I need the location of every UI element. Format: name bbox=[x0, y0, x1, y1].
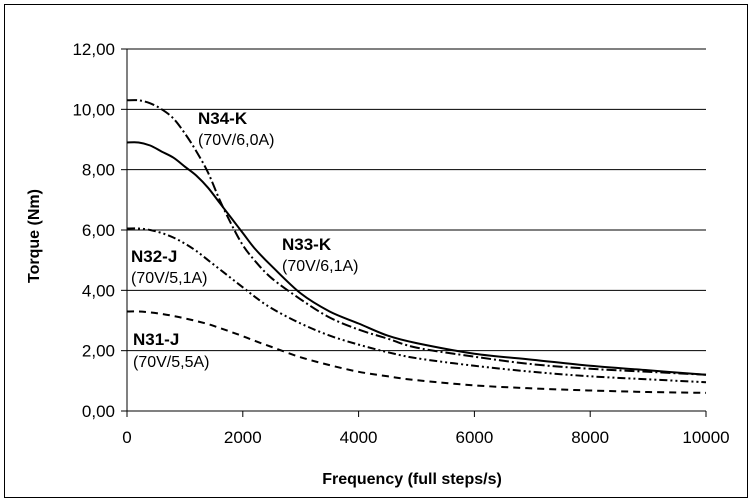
y-tick-label: 6,00 bbox=[82, 221, 115, 240]
annotation-n34-name: N34-K bbox=[198, 109, 248, 128]
y-tick-label: 2,00 bbox=[82, 342, 115, 361]
y-tick-label: 4,00 bbox=[82, 281, 115, 300]
annotation-n32-rating: (70V/5,1A) bbox=[131, 270, 207, 287]
series-line-n32-j bbox=[126, 227, 707, 384]
y-tick-label: 0,00 bbox=[82, 402, 115, 421]
series-line-n33-k bbox=[126, 141, 707, 376]
y-axis-title: Torque (Nm) bbox=[26, 189, 43, 283]
series-line-n31-j bbox=[126, 310, 707, 394]
y-tick-label: 8,00 bbox=[82, 161, 115, 180]
x-tick-label: 10000 bbox=[682, 428, 729, 447]
annotation-n31-name: N31-J bbox=[133, 330, 179, 349]
axes bbox=[121, 48, 707, 417]
y-tick-label: 12,00 bbox=[72, 40, 115, 59]
x-tick-label: 2000 bbox=[224, 428, 262, 447]
x-tick-label: 6000 bbox=[455, 428, 493, 447]
y-tick-label: 10,00 bbox=[72, 100, 115, 119]
x-tick-labels: 0 2000 4000 6000 8000 10000 bbox=[122, 428, 729, 447]
annotation-n31-rating: (70V/5,5A) bbox=[133, 354, 209, 371]
annotation-n33-rating: (70V/6,1A) bbox=[282, 258, 358, 275]
series-lines bbox=[126, 99, 707, 394]
x-tick-label: 8000 bbox=[571, 428, 609, 447]
y-tick-labels: 0,00 2,00 4,00 6,00 8,00 10,00 12,00 bbox=[72, 40, 115, 421]
x-axis-title: Frequency (full steps/s) bbox=[322, 471, 502, 488]
annotation-n33-name: N33-K bbox=[282, 235, 332, 254]
annotation-n34-rating: (70V/6,0A) bbox=[198, 132, 274, 149]
grid-lines bbox=[127, 48, 706, 352]
x-tick-label: 0 bbox=[122, 428, 131, 447]
annotation-n32-name: N32-J bbox=[131, 247, 177, 266]
chart-frame bbox=[4, 4, 748, 498]
x-tick-label: 4000 bbox=[340, 428, 378, 447]
